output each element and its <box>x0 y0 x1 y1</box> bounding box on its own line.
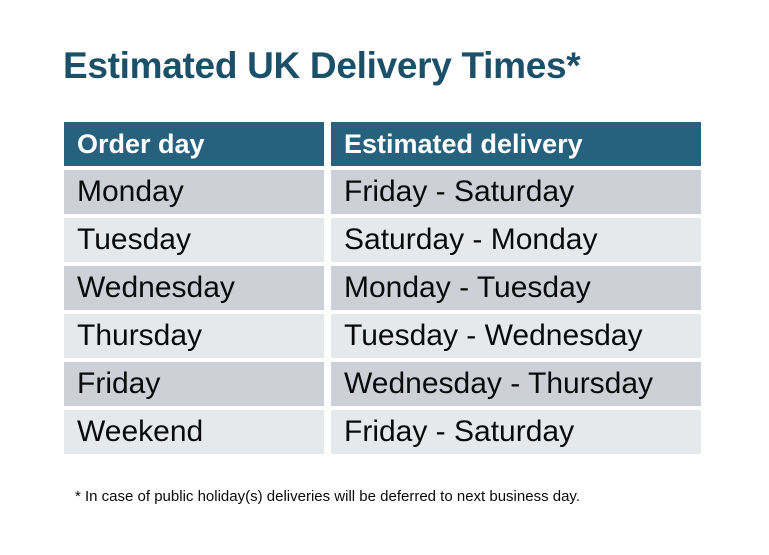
estimated-delivery-cell: Friday - Saturday <box>331 170 701 214</box>
estimated-delivery-cell: Monday - Tuesday <box>331 266 701 310</box>
order-day-cell: Monday <box>64 170 324 214</box>
header-cell-estimated-delivery: Estimated delivery <box>331 122 701 166</box>
footnote-text: * In case of public holiday(s) deliverie… <box>75 488 580 505</box>
table-row: Friday Wednesday - Thursday <box>64 362 701 406</box>
estimated-delivery-cell: Friday - Saturday <box>331 410 701 454</box>
estimated-delivery-cell: Wednesday - Thursday <box>331 362 701 406</box>
delivery-times-table: Order day Estimated delivery Monday Frid… <box>64 122 701 454</box>
estimated-delivery-cell: Tuesday - Wednesday <box>331 314 701 358</box>
header-cell-order-day: Order day <box>64 122 324 166</box>
table-row: Wednesday Monday - Tuesday <box>64 266 701 310</box>
table-row: Thursday Tuesday - Wednesday <box>64 314 701 358</box>
estimated-delivery-cell: Saturday - Monday <box>331 218 701 262</box>
order-day-cell: Friday <box>64 362 324 406</box>
table-row: Weekend Friday - Saturday <box>64 410 701 454</box>
order-day-cell: Tuesday <box>64 218 324 262</box>
table-row: Tuesday Saturday - Monday <box>64 218 701 262</box>
page-title: Estimated UK Delivery Times* <box>63 45 581 86</box>
order-day-cell: Thursday <box>64 314 324 358</box>
order-day-cell: Wednesday <box>64 266 324 310</box>
order-day-cell: Weekend <box>64 410 324 454</box>
table-header-row: Order day Estimated delivery <box>64 122 701 166</box>
table-row: Monday Friday - Saturday <box>64 170 701 214</box>
